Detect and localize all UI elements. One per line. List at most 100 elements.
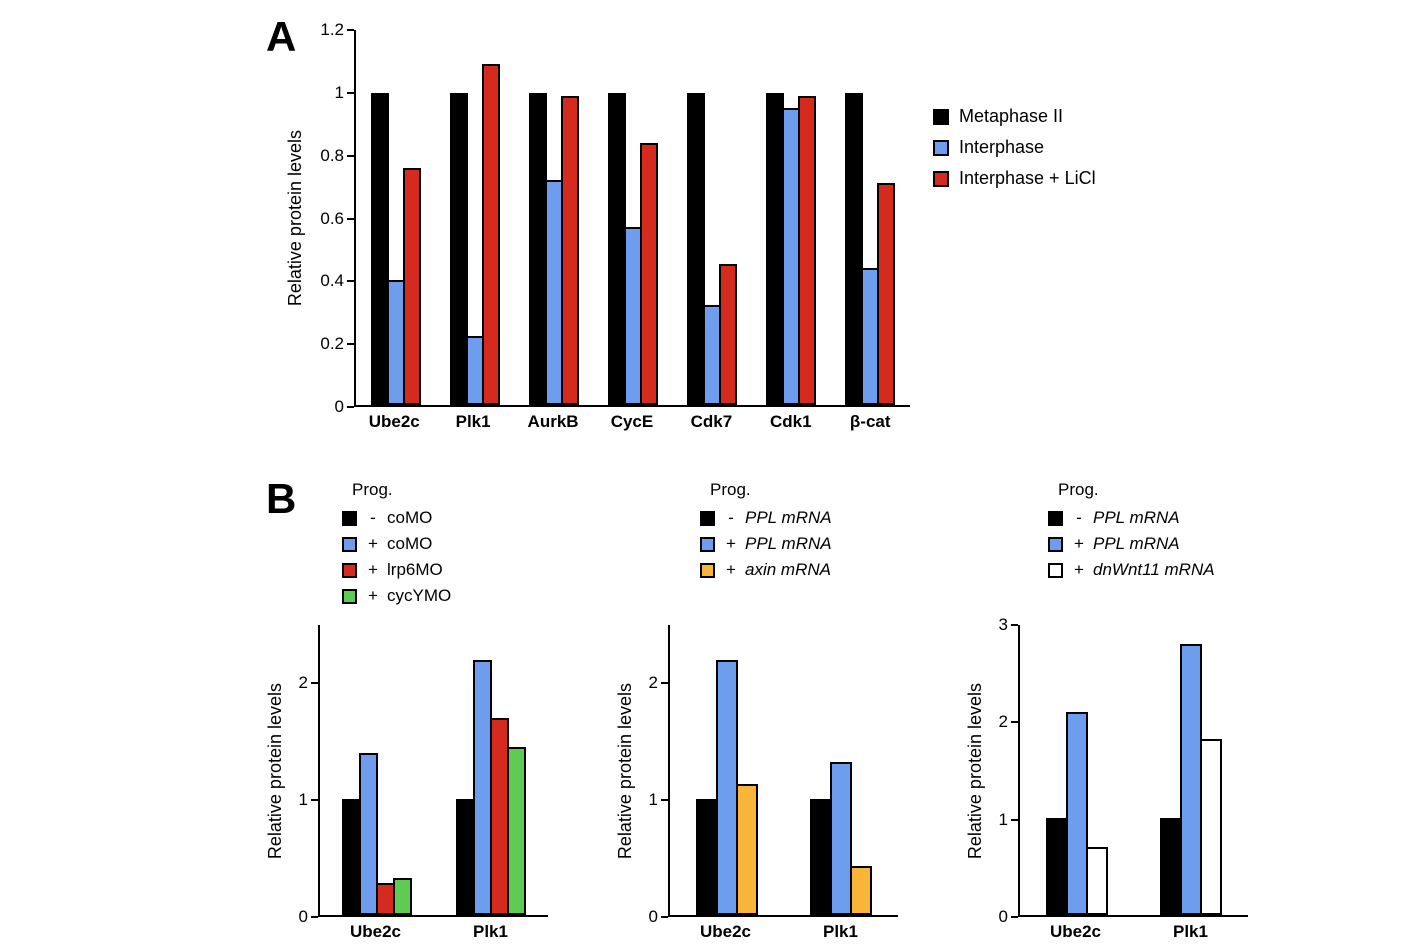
category-label: Cdk7 — [690, 412, 733, 431]
panel-b2-bar-chart: Relative protein levels 0 1 2 Ube2c Plk1 — [612, 625, 898, 942]
bar — [845, 92, 864, 405]
legend-entry: - PPL mRNA — [700, 508, 832, 528]
y-tick-label: 0.8 — [320, 145, 344, 165]
legend-label: PPL mRNA — [1093, 534, 1180, 553]
bar — [507, 746, 526, 915]
category-label: Plk1 — [455, 412, 491, 431]
y-axis-tick: 2 — [299, 673, 318, 693]
plot-area — [1018, 625, 1248, 917]
bar — [560, 95, 579, 405]
bar — [1160, 818, 1182, 915]
legend-swatch — [933, 170, 949, 187]
bar-group — [1046, 625, 1108, 915]
legend-entry: Metaphase II — [933, 106, 1096, 127]
legend-sign: + — [368, 534, 378, 553]
bar-group — [607, 30, 658, 405]
bar — [370, 92, 389, 405]
legend-sign: - — [370, 508, 376, 527]
bar-group — [370, 30, 421, 405]
chart-body: 0 1 2 Ube2c Plk1 — [638, 625, 898, 942]
legend-swatch — [342, 562, 357, 578]
y-axis: 0 0.2 0.4 0.6 0.8 1 1.2 — [308, 20, 354, 416]
y-tick-label: 0 — [334, 397, 344, 416]
legend-label: PPL mRNA — [745, 534, 832, 553]
y-tick-mark — [1011, 818, 1018, 821]
bar — [393, 877, 412, 915]
y-tick-label: 0 — [298, 907, 308, 926]
bar — [798, 95, 817, 405]
chart-body: 0 1 2 3 Ube2c Plk1 — [988, 615, 1248, 942]
legend-label: Metaphase II — [959, 106, 1064, 126]
legend-swatch — [1048, 536, 1063, 552]
y-axis-tick: 0.8 — [320, 146, 354, 166]
y-tick-mark — [1011, 721, 1018, 724]
bar-group — [528, 30, 579, 405]
legend-entry: Interphase + LiCl — [933, 168, 1096, 189]
legend-entry: + axin mRNA — [700, 560, 832, 580]
y-tick-label: 0 — [648, 907, 658, 926]
y-axis-tick: 1 — [335, 83, 354, 103]
y-axis: 0 1 2 — [288, 625, 318, 926]
y-tick-mark — [347, 91, 354, 94]
x-axis-labels: Ube2c Plk1 — [668, 922, 898, 942]
panel-a-bar-chart: Relative protein levels 0 0.2 0.4 0.6 0.8 1 1.… — [282, 20, 910, 432]
y-tick-label: 1 — [298, 790, 308, 810]
bar — [402, 167, 421, 405]
panel-b1-bar-chart: Relative protein levels 0 1 2 Ube2c Plk1 — [262, 625, 548, 942]
legend-label: dnWnt11 mRNA — [1093, 560, 1215, 579]
bar-group — [810, 625, 872, 915]
legend-sign: + — [1074, 560, 1084, 579]
x-axis-labels: Ube2c Plk1 AurkB CycE Cdk7 Cdk1 β-cat — [354, 412, 910, 432]
legend-entry: + lrp6MO — [342, 560, 451, 580]
legend-sign: - — [1076, 508, 1082, 527]
bar — [639, 142, 658, 405]
bar-group — [342, 625, 412, 915]
plot-area — [668, 625, 898, 917]
bar — [877, 183, 896, 405]
y-axis-tick: 0 — [649, 907, 668, 927]
category-label: β-cat — [849, 412, 891, 431]
y-tick-mark — [1011, 624, 1018, 626]
y-tick-label: 0.2 — [320, 334, 344, 354]
y-axis: 0 1 2 3 — [988, 615, 1018, 926]
bar — [1066, 712, 1088, 915]
legend-label: Interphase + LiCl — [959, 168, 1096, 188]
legend-swatch — [933, 108, 949, 125]
y-tick-mark — [1011, 916, 1018, 918]
y-tick-label: 0.4 — [320, 271, 344, 291]
category-label: AurkB — [527, 412, 579, 431]
y-axis-tick: 1 — [649, 790, 668, 810]
y-axis-tick: 0 — [299, 907, 318, 927]
legend-label: PPL mRNA — [1093, 508, 1180, 527]
legend-label: Interphase — [959, 137, 1045, 157]
y-tick-mark — [347, 217, 354, 220]
y-tick-label: 1 — [998, 809, 1008, 829]
y-axis-title: Relative protein levels — [964, 682, 985, 860]
y-axis-title-wrap: Relative protein levels — [612, 625, 638, 917]
panel-b2-legend: Prog. - PPL mRNA + PPL mRNA + axin mRNA — [700, 480, 832, 580]
legend-entry: - PPL mRNA — [1048, 508, 1215, 528]
bar — [810, 799, 832, 915]
y-axis-title: Relative protein levels — [284, 130, 305, 307]
legend-swatch — [1048, 562, 1063, 578]
legend-entry: + PPL mRNA — [1048, 534, 1215, 554]
y-axis-tick: 0 — [999, 907, 1018, 927]
y-axis-tick: 1.2 — [320, 20, 354, 40]
legend-swatch — [1048, 510, 1063, 526]
bar-group — [687, 30, 738, 405]
bar — [359, 752, 378, 915]
bar — [719, 264, 738, 405]
y-tick-mark — [311, 799, 318, 802]
plot-area — [318, 625, 548, 917]
category-label: Ube2c — [349, 922, 402, 941]
category-label: Ube2c — [699, 922, 752, 941]
bar — [850, 866, 872, 915]
x-axis-labels: Ube2c Plk1 — [1018, 922, 1248, 942]
y-axis-title-wrap: Relative protein levels — [282, 30, 308, 407]
y-axis-tick: 1 — [299, 790, 318, 810]
category-label: Plk1 — [473, 922, 508, 941]
bar — [696, 799, 718, 915]
bar — [1180, 644, 1202, 915]
legend-header: Prog. — [1058, 480, 1099, 499]
y-tick-label: 1.2 — [320, 20, 344, 39]
